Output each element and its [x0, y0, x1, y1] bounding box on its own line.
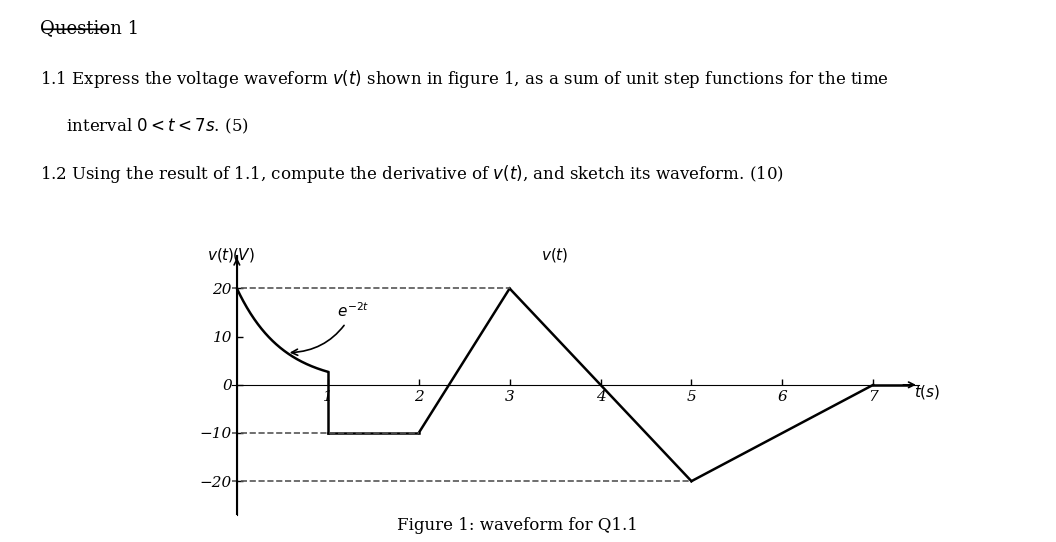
Text: $(V)$: $(V)$ — [232, 247, 256, 264]
Text: $t(s)$: $t(s)$ — [914, 383, 941, 401]
Text: Question 1: Question 1 — [40, 20, 139, 37]
Text: $v(t)$: $v(t)$ — [542, 247, 569, 264]
Text: Figure 1: waveform for Q1.1: Figure 1: waveform for Q1.1 — [397, 517, 638, 534]
Text: 1.1 Express the voltage waveform $v(t)$ shown in figure 1, as a sum of unit step: 1.1 Express the voltage waveform $v(t)$ … — [40, 68, 889, 91]
Text: interval $0 < t < 7s$. (5): interval $0 < t < 7s$. (5) — [40, 117, 249, 137]
Text: 1.2 Using the result of 1.1, compute the derivative of $v(t)$, and sketch its wa: 1.2 Using the result of 1.1, compute the… — [40, 164, 785, 185]
Text: $e^{-2t}$: $e^{-2t}$ — [291, 302, 370, 356]
Text: $v(t)$: $v(t)$ — [207, 247, 234, 264]
